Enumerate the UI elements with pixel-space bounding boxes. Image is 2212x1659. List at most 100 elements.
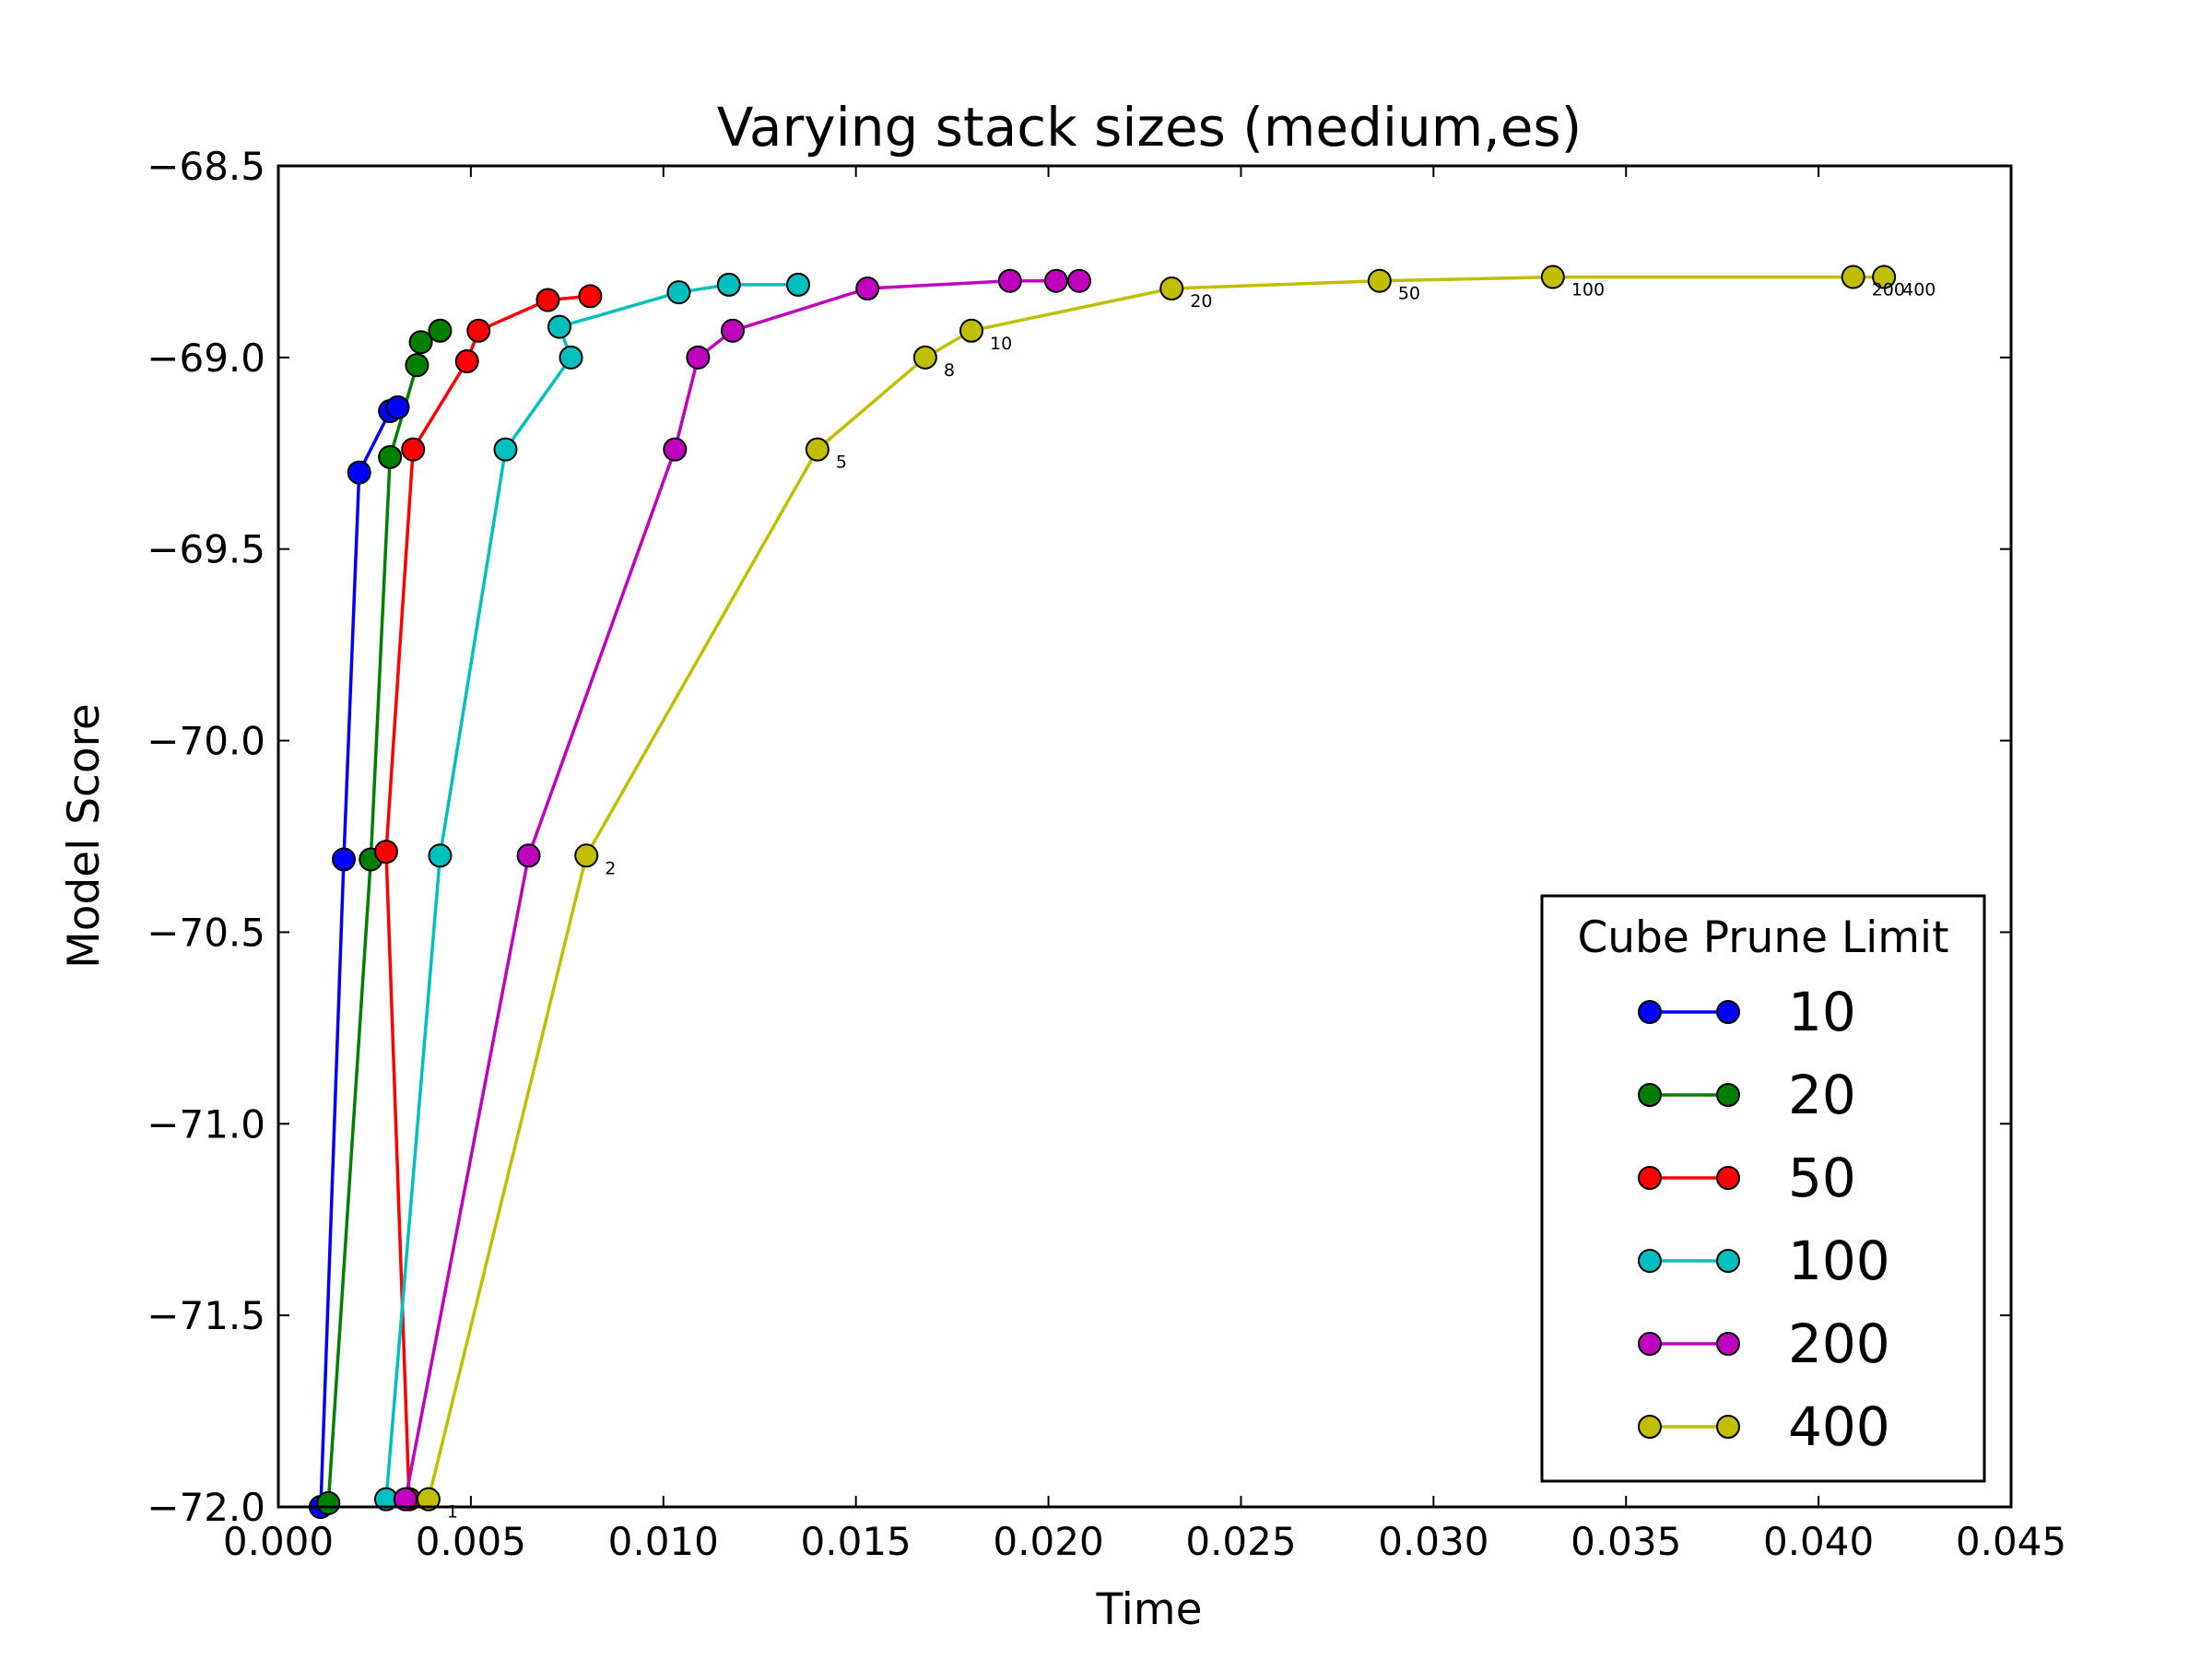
legend-marker bbox=[1716, 1083, 1740, 1107]
legend-entry-400: 400 bbox=[1638, 1395, 1890, 1458]
data-point-100 bbox=[666, 280, 691, 305]
plot-frame bbox=[276, 164, 2013, 1509]
legend-marker bbox=[1638, 1166, 1662, 1190]
x-tick-label: 0.045 bbox=[1956, 1519, 2066, 1564]
y-tick-label: −69.5 bbox=[147, 527, 265, 572]
data-point-100 bbox=[559, 345, 583, 370]
y-tick-label: −72.0 bbox=[147, 1485, 265, 1530]
chart-title: Varying stack sizes (medium,es) bbox=[717, 96, 1583, 159]
legend-marker bbox=[1716, 1000, 1740, 1024]
data-point-20 bbox=[428, 318, 453, 343]
legend-label: 400 bbox=[1788, 1395, 1890, 1458]
data-point-100 bbox=[428, 843, 453, 868]
data-point-20 bbox=[405, 353, 429, 378]
legend-entry-50: 50 bbox=[1638, 1147, 1856, 1209]
point-label: 400 bbox=[1902, 280, 1936, 300]
legend-entry-200: 200 bbox=[1638, 1312, 1890, 1375]
legend-marker bbox=[1638, 1083, 1662, 1107]
legend-marker bbox=[1716, 1166, 1740, 1190]
legend-label: 10 bbox=[1788, 981, 1856, 1043]
data-point-200 bbox=[393, 1487, 418, 1512]
legend-marker bbox=[1716, 1249, 1740, 1273]
series-markers bbox=[308, 265, 1897, 1519]
y-axis-label: Model Score bbox=[59, 703, 110, 969]
x-tick-label: 0.035 bbox=[1571, 1519, 1681, 1564]
legend-entries: 10 20 50 100 200 400 bbox=[1638, 981, 1890, 1458]
data-point-200 bbox=[720, 318, 745, 343]
data-point-400 bbox=[574, 843, 599, 868]
legend-entry-10: 10 bbox=[1638, 981, 1856, 1043]
y-tick-label: −68.5 bbox=[147, 144, 265, 189]
series-line-400 bbox=[427, 275, 1885, 1500]
data-point-200 bbox=[516, 843, 541, 868]
data-point-200 bbox=[686, 345, 711, 370]
x-tick-label: 0.005 bbox=[416, 1519, 526, 1564]
point-label: 10 bbox=[990, 334, 1012, 354]
point-label: 20 bbox=[1190, 291, 1212, 312]
y-tick-label: −71.0 bbox=[147, 1101, 265, 1147]
data-point-400 bbox=[1367, 268, 1392, 293]
data-point-50 bbox=[401, 437, 426, 462]
data-point-400 bbox=[1159, 276, 1184, 301]
y-tick-label: −70.0 bbox=[147, 719, 265, 764]
y-tick-label: −71.5 bbox=[147, 1293, 265, 1338]
legend: Cube Prune Limit 10 20 50 100 200 400 bbox=[1540, 894, 1986, 1483]
data-point-400 bbox=[1540, 265, 1565, 289]
x-tick-label: 0.020 bbox=[993, 1519, 1103, 1564]
point-label: 100 bbox=[1571, 280, 1605, 300]
data-point-400 bbox=[1872, 265, 1897, 289]
axis-ticks: 0.000 0.005 0.010 0.015 0.020 0.025 0.030 0.035… bbox=[147, 144, 2066, 1564]
data-point-50 bbox=[373, 840, 398, 865]
data-point-50 bbox=[535, 288, 560, 312]
data-point-50 bbox=[454, 349, 479, 374]
legend-label: 50 bbox=[1788, 1147, 1856, 1209]
legend-marker bbox=[1716, 1415, 1740, 1439]
y-tick-label: −70.5 bbox=[147, 910, 265, 955]
data-point-400 bbox=[912, 345, 937, 370]
legend-box bbox=[1540, 894, 1986, 1483]
legend-marker bbox=[1638, 1332, 1662, 1356]
legend-marker bbox=[1638, 1249, 1662, 1273]
x-tick-label: 0.015 bbox=[801, 1519, 912, 1564]
legend-title: Cube Prune Limit bbox=[1577, 912, 1948, 963]
data-point-10 bbox=[385, 394, 410, 419]
x-tick-label: 0.010 bbox=[608, 1519, 719, 1564]
data-point-100 bbox=[716, 272, 741, 297]
data-point-200 bbox=[1043, 268, 1068, 293]
point-label: 2 bbox=[605, 858, 616, 878]
x-tick-label: 0.030 bbox=[1378, 1519, 1488, 1564]
data-point-400 bbox=[1841, 265, 1865, 289]
data-point-400 bbox=[416, 1487, 441, 1512]
data-point-10 bbox=[347, 460, 371, 485]
data-point-20 bbox=[408, 330, 433, 355]
legend-marker bbox=[1638, 1415, 1662, 1439]
data-point-20 bbox=[316, 1490, 341, 1515]
legend-label: 20 bbox=[1788, 1064, 1856, 1126]
data-point-200 bbox=[663, 437, 688, 462]
point-label: 50 bbox=[1398, 284, 1420, 304]
data-point-400 bbox=[805, 437, 830, 462]
point-label: 200 bbox=[1872, 280, 1905, 300]
data-point-200 bbox=[1066, 268, 1091, 293]
point-label: 1 bbox=[447, 1502, 458, 1523]
x-tick-label: 0.025 bbox=[1185, 1519, 1296, 1564]
legend-entry-20: 20 bbox=[1638, 1064, 1856, 1126]
point-label: 8 bbox=[944, 360, 955, 381]
legend-marker bbox=[1638, 1000, 1662, 1024]
data-point-20 bbox=[378, 444, 403, 469]
data-point-100 bbox=[786, 272, 810, 297]
x-axis-label: Time bbox=[1095, 1584, 1202, 1635]
x-tick-label: 0.040 bbox=[1763, 1519, 1874, 1564]
data-point-200 bbox=[855, 276, 880, 301]
legend-marker bbox=[1716, 1332, 1740, 1356]
data-point-10 bbox=[332, 847, 357, 872]
data-point-400 bbox=[959, 318, 983, 343]
data-point-100 bbox=[547, 314, 571, 339]
legend-label: 200 bbox=[1788, 1312, 1890, 1375]
legend-entry-100: 100 bbox=[1638, 1230, 1890, 1292]
data-point-50 bbox=[578, 284, 603, 309]
y-tick-label: −69.0 bbox=[147, 335, 265, 381]
data-point-50 bbox=[466, 318, 491, 343]
